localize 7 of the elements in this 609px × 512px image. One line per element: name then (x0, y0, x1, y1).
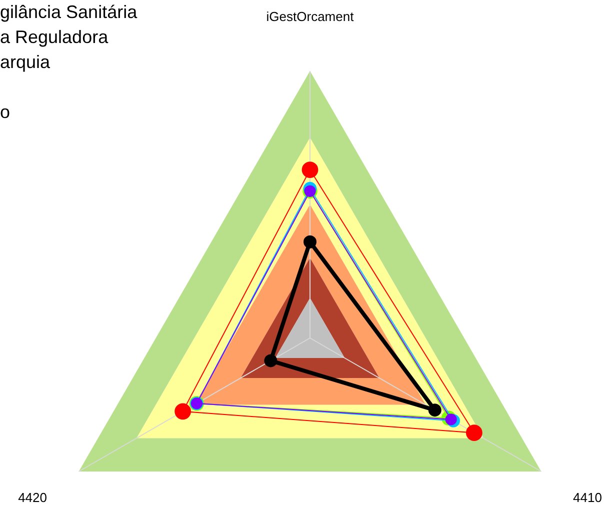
spoke-label: iGestOrcament (266, 9, 354, 24)
text: a Reguladora (0, 26, 110, 49)
spoke-label: 4420 (18, 490, 47, 505)
text: gilância Sanitária (0, 1, 138, 24)
text: arquia (0, 51, 52, 74)
text: o (0, 101, 12, 124)
spoke-label: 4410 (573, 490, 602, 505)
